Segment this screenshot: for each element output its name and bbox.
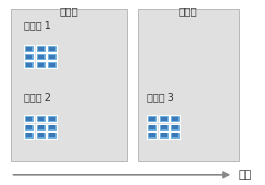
Bar [24,124,34,131]
Bar [47,53,57,60]
Bar [38,117,43,121]
Text: アプリ 3: アプリ 3 [147,92,174,102]
Bar [173,117,178,121]
Bar [147,115,157,122]
Text: バッチ: バッチ [179,6,197,16]
Bar [49,47,55,51]
Bar [24,53,34,60]
Bar [49,133,55,137]
Bar [47,45,57,52]
Bar [24,61,34,68]
Bar [138,9,238,161]
Bar [36,115,46,122]
Bar [38,125,43,129]
Bar [159,115,169,122]
Bar [38,55,43,59]
Bar [26,133,32,137]
Bar [159,124,169,131]
Text: アプリ 1: アプリ 1 [24,20,51,30]
Bar [159,132,169,139]
Bar [161,125,167,129]
Bar [38,63,43,67]
Bar [49,117,55,121]
Bar [38,133,43,137]
Bar [26,47,32,51]
Bar [149,133,155,137]
Bar [26,55,32,59]
Bar [24,45,34,52]
Bar [47,115,57,122]
Bar [147,132,157,139]
Bar [47,124,57,131]
Bar [11,9,127,161]
Bar [24,115,34,122]
Bar [173,133,178,137]
Bar [36,45,46,52]
Bar [26,63,32,67]
Text: バッチ: バッチ [60,6,78,16]
Bar [47,61,57,68]
Bar [149,125,155,129]
Bar [26,125,32,129]
Bar [36,61,46,68]
Bar [173,125,178,129]
Bar [170,124,180,131]
Text: 時間: 時間 [238,170,252,180]
Bar [161,117,167,121]
Bar [170,115,180,122]
Bar [47,132,57,139]
Text: アプリ 2: アプリ 2 [24,92,51,102]
Bar [161,133,167,137]
Bar [149,117,155,121]
Bar [26,117,32,121]
Bar [49,125,55,129]
Bar [36,124,46,131]
Bar [49,55,55,59]
Bar [49,63,55,67]
Bar [38,47,43,51]
Bar [170,132,180,139]
Bar [36,132,46,139]
Bar [36,53,46,60]
Bar [24,132,34,139]
Bar [147,124,157,131]
